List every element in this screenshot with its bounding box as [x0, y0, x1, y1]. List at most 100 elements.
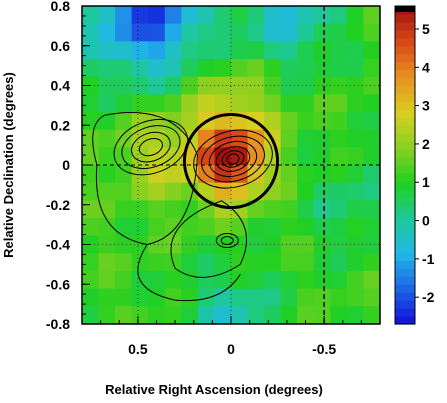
colorbar-segment: [395, 29, 415, 39]
heatmap-cell: [115, 94, 133, 113]
heatmap-cell: [363, 253, 380, 272]
heatmap-cell: [264, 76, 282, 95]
heatmap-cell: [231, 147, 249, 166]
colorbar-segment: [395, 165, 415, 174]
x-tick-label: -0.5: [312, 341, 336, 357]
heatmap-cell: [346, 129, 365, 148]
heatmap-cell: [82, 59, 100, 78]
heatmap-cells: [82, 6, 380, 324]
heatmap-cell: [231, 6, 249, 25]
colorbar-segment: [395, 316, 415, 325]
heatmap-cell: [330, 6, 348, 25]
heatmap-cell: [247, 59, 265, 78]
heatmap-cell: [247, 165, 265, 184]
heatmap-cell: [131, 6, 149, 25]
heatmap-cell: [297, 182, 315, 201]
heatmap-cell: [181, 59, 199, 78]
heatmap-cell: [297, 288, 315, 307]
heatmap-cell: [231, 271, 249, 290]
heatmap-cell: [346, 288, 365, 307]
heatmap-cell: [280, 129, 298, 148]
heatmap-cell: [82, 94, 100, 113]
x-tick-label: 0: [227, 341, 235, 357]
heatmap-cell: [264, 271, 282, 290]
heatmap-cell: [313, 288, 331, 307]
heatmap-cell: [164, 6, 182, 25]
heatmap-cell: [214, 23, 232, 42]
heatmap-cell: [197, 94, 216, 113]
contour-line: [138, 138, 164, 157]
heatmap-cell: [363, 59, 380, 78]
heatmap-cell: [313, 112, 331, 131]
heatmap-cell: [181, 306, 199, 324]
heatmap-cell: [280, 147, 298, 166]
colorbar-tick-label: 1: [422, 174, 430, 190]
heatmap-cell: [197, 6, 216, 25]
colorbar-segment: [395, 220, 415, 230]
heatmap-cell: [131, 76, 149, 95]
heatmap-cell: [214, 6, 232, 25]
heatmap-cell: [82, 271, 100, 290]
heatmap-cell: [297, 253, 315, 272]
heatmap-cell: [264, 288, 282, 307]
heatmap-cell: [297, 165, 315, 184]
colorbar-segment: [395, 93, 415, 102]
heatmap-cell: [181, 271, 199, 290]
heatmap-cell: [131, 41, 149, 60]
heatmap-cell: [264, 112, 282, 131]
heatmap-cell: [82, 165, 100, 184]
heatmap-cell: [98, 129, 116, 148]
colorbar-segment: [395, 157, 415, 166]
x-axis-title: Relative Right Ascension (degrees): [105, 382, 323, 397]
heatmap-cell: [313, 147, 331, 166]
heatmap-cell: [247, 94, 265, 113]
heatmap-cell: [280, 59, 298, 78]
colorbar-segment: [395, 101, 415, 110]
heatmap-cell: [231, 94, 249, 113]
heatmap-cell: [297, 235, 315, 254]
heatmap-cell: [346, 253, 365, 272]
heatmap-cell: [148, 182, 166, 201]
colorbar-segment: [395, 109, 415, 118]
heatmap-cell: [164, 41, 182, 60]
contour-line: [193, 129, 273, 189]
y-tick-label: 0.8: [51, 0, 71, 14]
colorbar-segment: [395, 300, 415, 309]
heatmap-cell: [148, 218, 166, 237]
colorbar-tick-label: 5: [422, 21, 430, 37]
contour-line: [113, 118, 189, 176]
heatmap-cell: [247, 6, 265, 25]
contour-line: [208, 140, 258, 178]
heatmap-cell: [231, 129, 249, 148]
heatmap-cell: [297, 218, 315, 237]
heatmap-cell: [214, 218, 232, 237]
contour-line: [170, 200, 248, 278]
heatmap-cell: [98, 6, 116, 25]
heatmap-cell: [115, 129, 133, 148]
heatmap-cell: [164, 94, 182, 113]
heatmap-cell: [115, 288, 133, 307]
heatmap-cell: [330, 147, 348, 166]
heatmap-cell: [231, 23, 249, 42]
heatmap-cell: [115, 235, 133, 254]
heatmap-cell: [264, 253, 282, 272]
contour-line: [226, 153, 240, 165]
heatmap-cell: [313, 253, 331, 272]
heatmap-cell: [82, 288, 100, 307]
heatmap-cell: [346, 112, 365, 131]
heatmap-cell: [82, 182, 100, 201]
heatmap-cell: [297, 94, 315, 113]
heatmap-cell: [197, 253, 216, 272]
heatmap-cell: [197, 218, 216, 237]
heatmap-cell: [346, 76, 365, 95]
heatmap-cell: [346, 271, 365, 290]
colorbar-segment: [395, 172, 415, 182]
heatmap-cell: [313, 6, 331, 25]
heatmap-cell: [148, 288, 166, 307]
heatmap-cell: [346, 182, 365, 201]
heatmap-cell: [148, 235, 166, 254]
heatmap-cell: [264, 6, 282, 25]
colorbar-tick-label: 3: [422, 98, 430, 114]
heatmap-cell: [363, 6, 380, 25]
heatmap-cell: [82, 253, 100, 272]
